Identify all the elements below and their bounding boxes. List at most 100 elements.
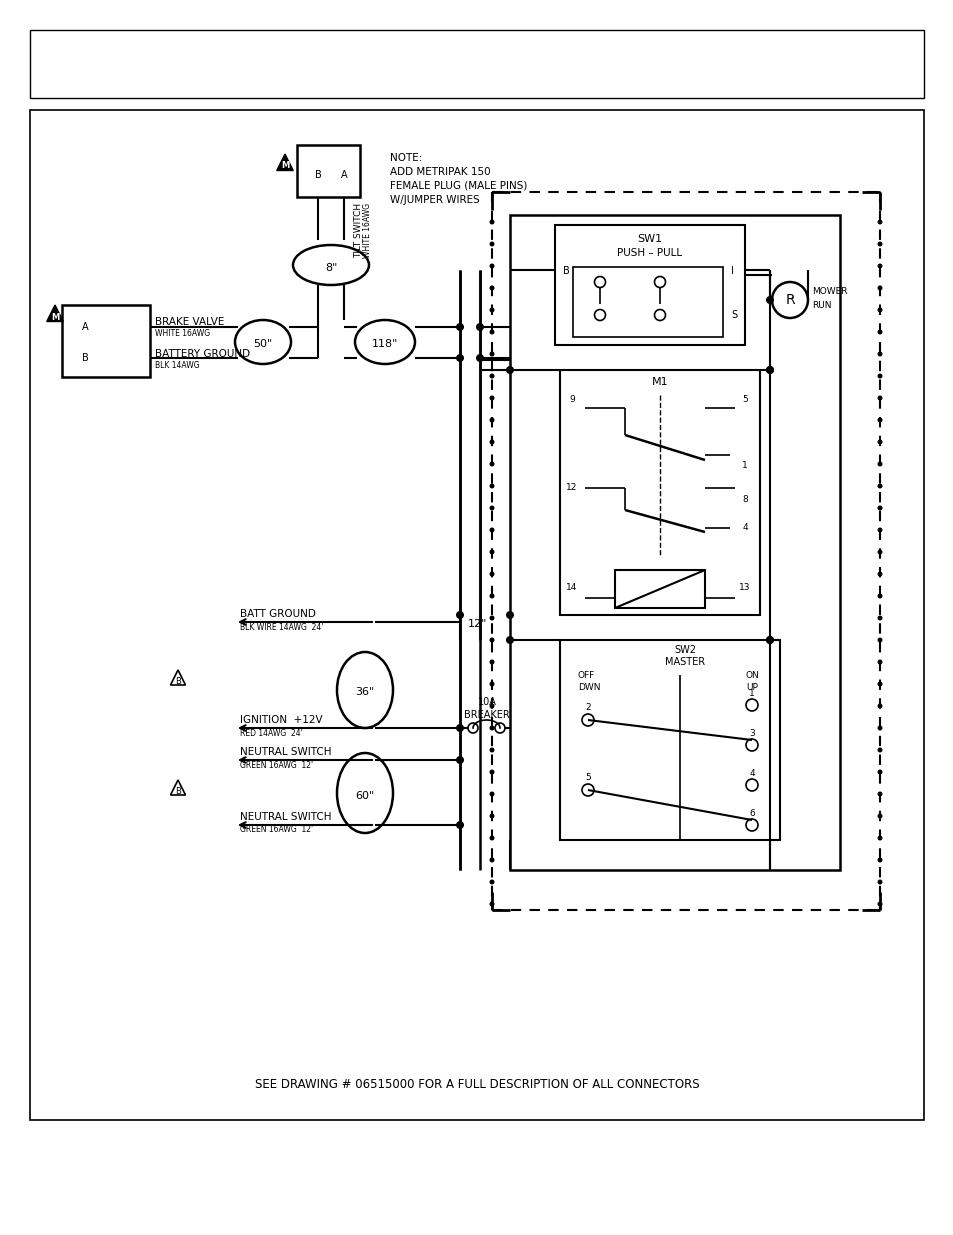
Bar	[510, 215, 840, 869]
Text: 118": 118"	[372, 338, 397, 350]
Text: 14: 14	[566, 583, 578, 593]
Circle shape	[877, 594, 882, 599]
Bar	[30, 30, 923, 98]
Ellipse shape	[336, 753, 393, 832]
Text: 9: 9	[569, 395, 575, 405]
Text: 10A: 10A	[477, 697, 496, 706]
Bar	[559, 370, 760, 615]
Text: 4: 4	[741, 524, 747, 532]
Text: GREEN 16AWG  12': GREEN 16AWG 12'	[240, 825, 313, 835]
Circle shape	[877, 615, 882, 620]
Text: B: B	[314, 170, 321, 180]
Circle shape	[489, 659, 494, 664]
Circle shape	[505, 636, 514, 643]
Text: NEUTRAL SWITCH: NEUTRAL SWITCH	[240, 747, 331, 757]
Circle shape	[489, 615, 494, 620]
Text: 13: 13	[739, 583, 750, 593]
Text: S: S	[730, 310, 737, 320]
Circle shape	[877, 879, 882, 884]
Circle shape	[877, 725, 882, 730]
Text: OFF: OFF	[578, 671, 595, 679]
Text: SEE DRAWING # 06515000 FOR A FULL DESCRIPTION OF ALL CONNECTORS: SEE DRAWING # 06515000 FOR A FULL DESCRI…	[254, 1078, 699, 1092]
Circle shape	[489, 704, 494, 709]
Circle shape	[877, 462, 882, 467]
Circle shape	[476, 354, 483, 362]
Text: M: M	[51, 312, 59, 321]
Circle shape	[489, 747, 494, 752]
Text: BLK 14AWG: BLK 14AWG	[154, 362, 199, 370]
Circle shape	[489, 220, 494, 225]
Circle shape	[489, 836, 494, 841]
Circle shape	[489, 462, 494, 467]
Text: SW2: SW2	[673, 645, 696, 655]
Circle shape	[456, 324, 463, 331]
Circle shape	[489, 440, 494, 445]
Text: 8": 8"	[324, 263, 336, 273]
Circle shape	[877, 659, 882, 664]
Text: 2: 2	[584, 704, 590, 713]
Circle shape	[877, 769, 882, 774]
Circle shape	[489, 792, 494, 797]
Circle shape	[489, 242, 494, 247]
Ellipse shape	[336, 652, 393, 727]
Text: MOWER: MOWER	[811, 288, 846, 296]
Circle shape	[489, 352, 494, 357]
Text: ON: ON	[744, 671, 758, 679]
Text: 4: 4	[748, 768, 754, 778]
Text: ADD METRIPAK 150: ADD METRIPAK 150	[390, 167, 490, 177]
Circle shape	[765, 296, 773, 304]
Circle shape	[877, 857, 882, 862]
Circle shape	[489, 814, 494, 819]
Bar	[62, 305, 150, 377]
Text: WHITE 16AWG: WHITE 16AWG	[154, 330, 210, 338]
Circle shape	[489, 417, 494, 422]
Text: A: A	[82, 322, 89, 332]
Text: BRAKE VALVE: BRAKE VALVE	[154, 317, 224, 327]
Circle shape	[877, 527, 882, 532]
Circle shape	[489, 902, 494, 906]
Circle shape	[877, 792, 882, 797]
Text: BLK WIRE 14AWG  24': BLK WIRE 14AWG 24'	[240, 624, 323, 632]
Circle shape	[877, 440, 882, 445]
Circle shape	[877, 373, 882, 378]
Text: MASTER: MASTER	[664, 657, 704, 667]
Text: 50": 50"	[253, 338, 273, 350]
Circle shape	[505, 366, 514, 374]
Circle shape	[505, 611, 514, 619]
Circle shape	[877, 505, 882, 510]
Text: TILT SWITCH: TILT SWITCH	[354, 203, 363, 258]
Circle shape	[877, 242, 882, 247]
Text: I: I	[730, 266, 733, 275]
Bar	[555, 225, 744, 345]
Circle shape	[489, 879, 494, 884]
Circle shape	[877, 263, 882, 268]
Circle shape	[456, 821, 463, 829]
Text: IGNITION  +12V: IGNITION +12V	[240, 715, 322, 725]
Text: BATTERY GROUND: BATTERY GROUND	[154, 350, 250, 359]
Circle shape	[489, 285, 494, 290]
Text: A: A	[340, 170, 347, 180]
Ellipse shape	[355, 320, 415, 364]
Text: NOTE:: NOTE:	[390, 153, 422, 163]
Circle shape	[877, 747, 882, 752]
Circle shape	[489, 308, 494, 312]
Circle shape	[489, 395, 494, 400]
Circle shape	[489, 330, 494, 335]
Circle shape	[877, 220, 882, 225]
Circle shape	[489, 594, 494, 599]
Polygon shape	[171, 781, 185, 795]
Circle shape	[456, 724, 463, 732]
Text: DWN: DWN	[578, 683, 599, 692]
Circle shape	[765, 636, 773, 643]
Text: BATT GROUND: BATT GROUND	[240, 609, 315, 619]
Text: 1: 1	[741, 461, 747, 469]
Circle shape	[489, 550, 494, 555]
Circle shape	[877, 550, 882, 555]
Text: UP: UP	[745, 683, 757, 692]
Polygon shape	[276, 154, 293, 170]
Text: B: B	[175, 677, 181, 685]
Circle shape	[877, 330, 882, 335]
Text: 60": 60"	[355, 790, 375, 802]
Circle shape	[877, 395, 882, 400]
Text: GREEN 16AWG  12': GREEN 16AWG 12'	[240, 761, 313, 769]
